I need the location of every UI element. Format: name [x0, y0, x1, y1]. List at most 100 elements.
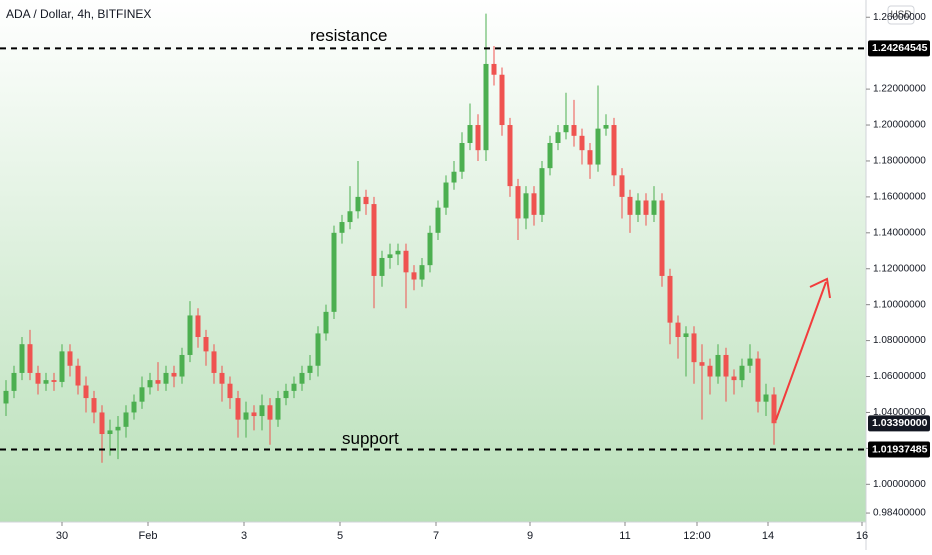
candle-body	[643, 200, 649, 215]
candle-body	[555, 132, 561, 143]
candle-body	[219, 372, 225, 384]
candle-body	[483, 63, 489, 151]
candle-body	[355, 196, 361, 212]
x-tick-label: 30	[56, 530, 68, 542]
candle-body	[155, 380, 161, 384]
candle-body	[731, 376, 737, 381]
candle-body	[259, 405, 265, 417]
candle-body	[507, 125, 513, 187]
candle-body	[771, 394, 777, 424]
candle-body	[563, 125, 569, 133]
level-price-box	[868, 40, 930, 57]
x-tick-label: 9	[527, 530, 533, 542]
level-name: support	[342, 429, 399, 448]
candle-body	[291, 383, 297, 391]
candle-body	[691, 333, 697, 363]
candle-body	[467, 125, 473, 143]
candle-body	[35, 372, 41, 384]
candle-body	[51, 380, 57, 382]
y-tick-label: 1.16000000	[873, 192, 926, 203]
candle-body	[435, 207, 441, 233]
last-price-label: 1.03390000	[872, 417, 928, 429]
candle-body	[243, 412, 249, 420]
x-tick-label: 7	[433, 530, 439, 542]
candle-body	[403, 250, 409, 273]
x-tick-label: 11	[619, 530, 630, 542]
candle-body	[147, 380, 153, 388]
candle-body	[43, 380, 49, 384]
candle-body	[67, 351, 73, 366]
y-tick-label: 0.98400000	[873, 508, 926, 519]
candle-body	[659, 200, 665, 276]
candle-body	[267, 405, 273, 420]
candle-body	[627, 196, 633, 215]
candle-body	[427, 232, 433, 266]
candle-body	[411, 272, 417, 280]
candle-body	[371, 204, 377, 276]
candle-body	[139, 387, 145, 402]
candle-body	[275, 398, 281, 420]
candle-body	[59, 351, 65, 382]
candle-body	[107, 430, 113, 435]
candle-body	[747, 358, 753, 366]
candle-body	[363, 196, 369, 205]
candle-body	[451, 171, 457, 183]
level-name: resistance	[310, 26, 387, 45]
candle-body	[387, 254, 393, 258]
candle-body	[331, 232, 337, 312]
candle-body	[307, 365, 313, 373]
x-tick-label: 12:00	[683, 530, 711, 542]
candle-body	[19, 344, 25, 373]
candle-body	[635, 200, 641, 215]
candle-body	[587, 150, 593, 165]
candle-body	[651, 200, 657, 215]
last-price-box	[868, 415, 930, 432]
y-tick-label: 1.18000000	[873, 156, 926, 167]
candle-body	[499, 74, 505, 126]
candle-body	[83, 385, 89, 399]
candle-body	[27, 344, 33, 373]
marks	[3, 13, 777, 463]
candle-body	[315, 333, 321, 366]
candle-body	[131, 401, 137, 413]
currency-badge	[887, 5, 915, 25]
candle-body	[523, 193, 529, 219]
level-price-box	[868, 441, 930, 458]
candle-body	[179, 354, 185, 377]
candle-body	[755, 358, 761, 402]
candle-body	[603, 125, 609, 129]
y-tick-label: 1.26000000	[873, 12, 926, 23]
candle-body	[515, 186, 521, 219]
candle-body	[99, 412, 105, 435]
candle-body	[611, 125, 617, 176]
candle-body	[699, 362, 705, 366]
candle-body	[347, 211, 353, 223]
y-tick-label: 1.04000000	[873, 407, 926, 418]
projection-arrow	[775, 277, 831, 421]
candle-body	[675, 322, 681, 338]
candle-body	[715, 354, 721, 377]
candle-body	[283, 390, 289, 399]
time-axis	[0, 522, 866, 550]
price-axis	[866, 0, 932, 550]
candle-body	[299, 372, 305, 384]
candle-body	[547, 142, 553, 169]
candle-body	[531, 193, 537, 215]
y-tick-label: 1.00000000	[873, 479, 926, 490]
y-tick-label: 1.10000000	[873, 299, 926, 310]
candle-body	[707, 365, 713, 377]
candle-body	[211, 351, 217, 373]
candle-body	[339, 222, 345, 233]
candle-body	[395, 250, 401, 255]
candle-body	[475, 125, 481, 151]
candle-body	[115, 426, 121, 431]
candle-body	[579, 135, 585, 151]
chart-title: ADA / Dollar, 4h, BITFINEX	[6, 7, 151, 21]
candle-body	[443, 182, 449, 208]
candle-body	[123, 412, 129, 427]
candle-body	[323, 311, 329, 334]
candle-body	[539, 168, 545, 215]
level-price-label: 1.24264545	[872, 42, 928, 54]
candle-body	[683, 333, 689, 338]
